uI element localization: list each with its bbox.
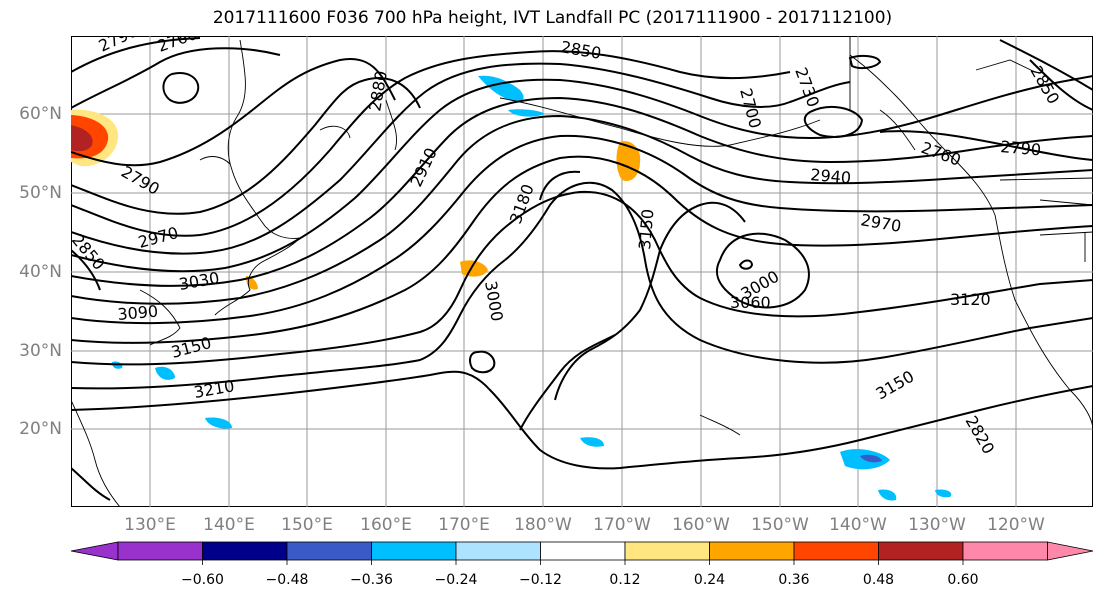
- colorbar-bin: [709, 541, 795, 561]
- longitude-label: 140°W: [829, 515, 887, 535]
- latitude-label: 20°N: [19, 419, 62, 439]
- colorbar-tick-label: −0.12: [519, 572, 562, 588]
- contour-labels: 2790 2760 2850 2730 2790 2790 2880 2940 …: [71, 36, 1063, 458]
- ivt-patch-negative: [205, 417, 232, 429]
- latitude-label: 60°N: [19, 104, 62, 124]
- contour-label: 2850: [559, 37, 602, 63]
- height-contours: [71, 37, 1093, 501]
- ivt-patch-negative: [860, 454, 882, 463]
- contour-label: 3180: [506, 182, 538, 227]
- longitude-label: 160°E: [360, 515, 412, 535]
- contour-label: 2940: [810, 165, 852, 187]
- contour-label: 2880: [365, 69, 391, 112]
- contour-label: 2820: [962, 413, 999, 458]
- latitude-label: 40°N: [19, 262, 62, 282]
- longitude-label: 170°E: [438, 515, 490, 535]
- contour-label: 2730: [791, 65, 823, 110]
- contour-label: 2970: [859, 210, 902, 236]
- contour-label: 2760: [919, 138, 964, 170]
- colorbar-bin: [624, 541, 710, 561]
- colorbar-bin: [202, 541, 288, 561]
- colorbar-tick-label: −0.60: [181, 572, 224, 588]
- longitude-label: 160°W: [672, 515, 730, 535]
- contour-label: 2910: [406, 145, 440, 190]
- colorbar-bin: [286, 541, 372, 561]
- contour-label: 3090: [117, 302, 159, 324]
- colorbar-bin: [540, 541, 626, 561]
- contour-label: 2970: [136, 223, 180, 252]
- colorbar-bin: [793, 541, 879, 561]
- colorbar-tick-label: 0.24: [693, 572, 726, 588]
- latitude-label: 50°N: [19, 183, 62, 203]
- colorbar-tick-label: −0.24: [434, 572, 478, 588]
- longitude-label: 170°W: [593, 515, 651, 535]
- contour-label: 3060: [730, 293, 771, 312]
- colorbar-extend-high: [1047, 541, 1094, 561]
- contour-label: 2700: [736, 86, 765, 130]
- contour-label: 2790: [1000, 137, 1042, 159]
- ivt-patch-positive: [616, 141, 641, 181]
- colorbar-tick-label: 0.60: [947, 572, 979, 588]
- colorbar-tick-label: −0.36: [350, 572, 393, 588]
- ivt-patch-negative: [580, 437, 604, 447]
- colorbar-bin: [962, 541, 1048, 561]
- latitude-label: 30°N: [19, 341, 62, 361]
- longitude-label: 180°W: [514, 515, 572, 535]
- contour-label: 3150: [169, 333, 213, 362]
- ivt-patch-negative: [878, 489, 897, 501]
- ivt-shading: [71, 75, 952, 501]
- colorbar-bin: [117, 541, 203, 561]
- ivt-patch-negative: [935, 489, 952, 498]
- contour-label: 3150: [635, 208, 657, 250]
- colorbar-tick-label: 0.12: [609, 572, 641, 588]
- contour-label: 3150: [873, 367, 918, 404]
- colorbar-extend-low: [70, 541, 119, 561]
- longitude-label: 150°W: [751, 515, 809, 535]
- longitude-label: 150°E: [281, 515, 333, 535]
- map-title: 2017111600 F036 700 hPa height, IVT Land…: [212, 8, 893, 28]
- contour-label: 3120: [950, 290, 991, 309]
- longitude-label: 120°W: [987, 515, 1045, 535]
- colorbar-bin: [371, 541, 457, 561]
- colorbar-bin: [878, 541, 964, 561]
- ivt-patch-positive: [71, 125, 93, 152]
- ivt-patch-positive: [460, 260, 488, 277]
- longitude-label: 130°E: [124, 515, 176, 535]
- colorbar-bin: [455, 541, 541, 561]
- longitude-label: 140°E: [203, 515, 255, 535]
- ivt-patch-negative: [155, 366, 175, 380]
- ivt-patch-negative: [478, 75, 524, 102]
- ivt-patch-negative: [508, 109, 545, 117]
- colorbar-tick-label: 0.48: [862, 572, 895, 588]
- colorbar: [70, 541, 1094, 565]
- contour-label: 3000: [481, 279, 507, 322]
- grid-lines: [71, 36, 1093, 507]
- longitude-label: 130°W: [908, 515, 966, 535]
- colorbar-tick-label: −0.48: [265, 572, 309, 588]
- colorbar-tick-label: 0.36: [778, 572, 810, 588]
